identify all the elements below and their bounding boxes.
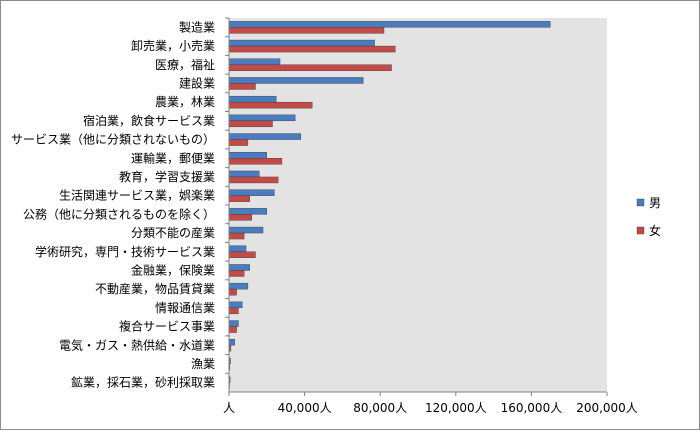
bar-male-3: [228, 77, 364, 84]
x-tick-label: 人: [223, 401, 235, 415]
category-label: 鉱業，採石業，砂利採取業: [71, 375, 215, 390]
category-label: 学術研究，専門・技術サービス業: [35, 244, 215, 259]
bar-male-8: [228, 170, 260, 178]
bar-female-7: [228, 158, 283, 165]
category-label: 建設業: [179, 75, 215, 90]
x-tick-label: 200,000人: [576, 401, 638, 415]
bar-male-7: [228, 152, 267, 159]
category-label: 複合サービス事業: [119, 319, 215, 334]
x-tick-label: 120,000人: [425, 401, 487, 415]
category-label: サービス業（他に分類されないもの）: [11, 133, 215, 147]
bar-female-8: [228, 176, 279, 184]
bar-female-14: [228, 288, 237, 296]
bar-female-10: [228, 214, 252, 221]
category-label: 不動産業，物品賃貸業: [95, 281, 215, 296]
bar-male-10: [228, 208, 267, 215]
bar-female-13: [228, 270, 245, 277]
bar-female-12: [228, 251, 256, 258]
bar-male-0: [228, 21, 551, 28]
x-tick-label: 80,000人: [353, 401, 407, 415]
x-tick-label: 40,000人: [278, 401, 332, 415]
bar-male-9: [228, 189, 275, 196]
category-label: 情報通信業: [155, 301, 215, 315]
bar-female-2: [228, 64, 392, 71]
x-axis: 人 40,000人 80,000人 120,000人 160,000人 200,000人: [223, 18, 638, 415]
category-label: 公務（他に分類されるものを除く）: [23, 206, 215, 221]
bar-male-11: [228, 226, 264, 234]
plot-area: [229, 18, 607, 392]
bar-male-4: [228, 95, 277, 103]
bar-male-14: [228, 282, 249, 290]
category-label: 漁業: [191, 357, 215, 371]
bar-male-15: [228, 301, 243, 309]
bar-female-11: [228, 232, 245, 240]
bar-female-9: [228, 195, 250, 202]
bar-female-1: [228, 45, 396, 53]
bar-female-6: [228, 139, 249, 146]
bar-female-16: [228, 326, 237, 333]
bar-male-2: [228, 58, 281, 65]
category-label: 卸売業，小売業: [131, 38, 215, 53]
category-label: 金融業，保険業: [131, 262, 215, 277]
legend-label-female: 女: [649, 223, 661, 238]
bar-male-12: [228, 245, 247, 252]
bar-female-0: [228, 27, 385, 34]
bar-male-5: [228, 114, 296, 122]
category-label: 電気・ガス・熱供給・水道業: [59, 337, 215, 352]
category-label: 医療，福祉: [155, 57, 215, 72]
bar-female-3: [228, 83, 256, 90]
bar-male-13: [228, 264, 250, 271]
legend-label-male: 男: [649, 196, 661, 210]
category-label: 運輸業，郵便業: [131, 150, 215, 165]
bar-female-5: [228, 120, 273, 128]
category-label: 宿泊業，飲食サービス業: [83, 113, 215, 128]
bar-female-15: [228, 307, 239, 315]
bar-male-6: [228, 133, 302, 140]
bar-female-4: [228, 101, 313, 109]
bar-male-16: [228, 320, 239, 327]
x-tick-label: 160,000人: [501, 401, 563, 415]
category-label: 分類不能の産業: [131, 225, 215, 240]
bars-group: [228, 21, 551, 389]
category-label: 農業，林業: [155, 95, 215, 109]
category-label: 製造業: [179, 20, 215, 34]
legend-swatch-female: [636, 226, 645, 235]
bar-male-17: [228, 339, 235, 346]
bar-male-1: [228, 39, 375, 47]
category-label: 生活関連サービス業，娯楽業: [59, 189, 215, 203]
legend: 男女: [636, 196, 661, 238]
category-label: 教育，学習支援業: [119, 169, 215, 184]
legend-swatch-male: [636, 198, 645, 207]
category-labels: 製造業卸売業，小売業医療，福祉建設業農業，林業宿泊業，飲食サービス業サービス業（…: [11, 17, 229, 390]
